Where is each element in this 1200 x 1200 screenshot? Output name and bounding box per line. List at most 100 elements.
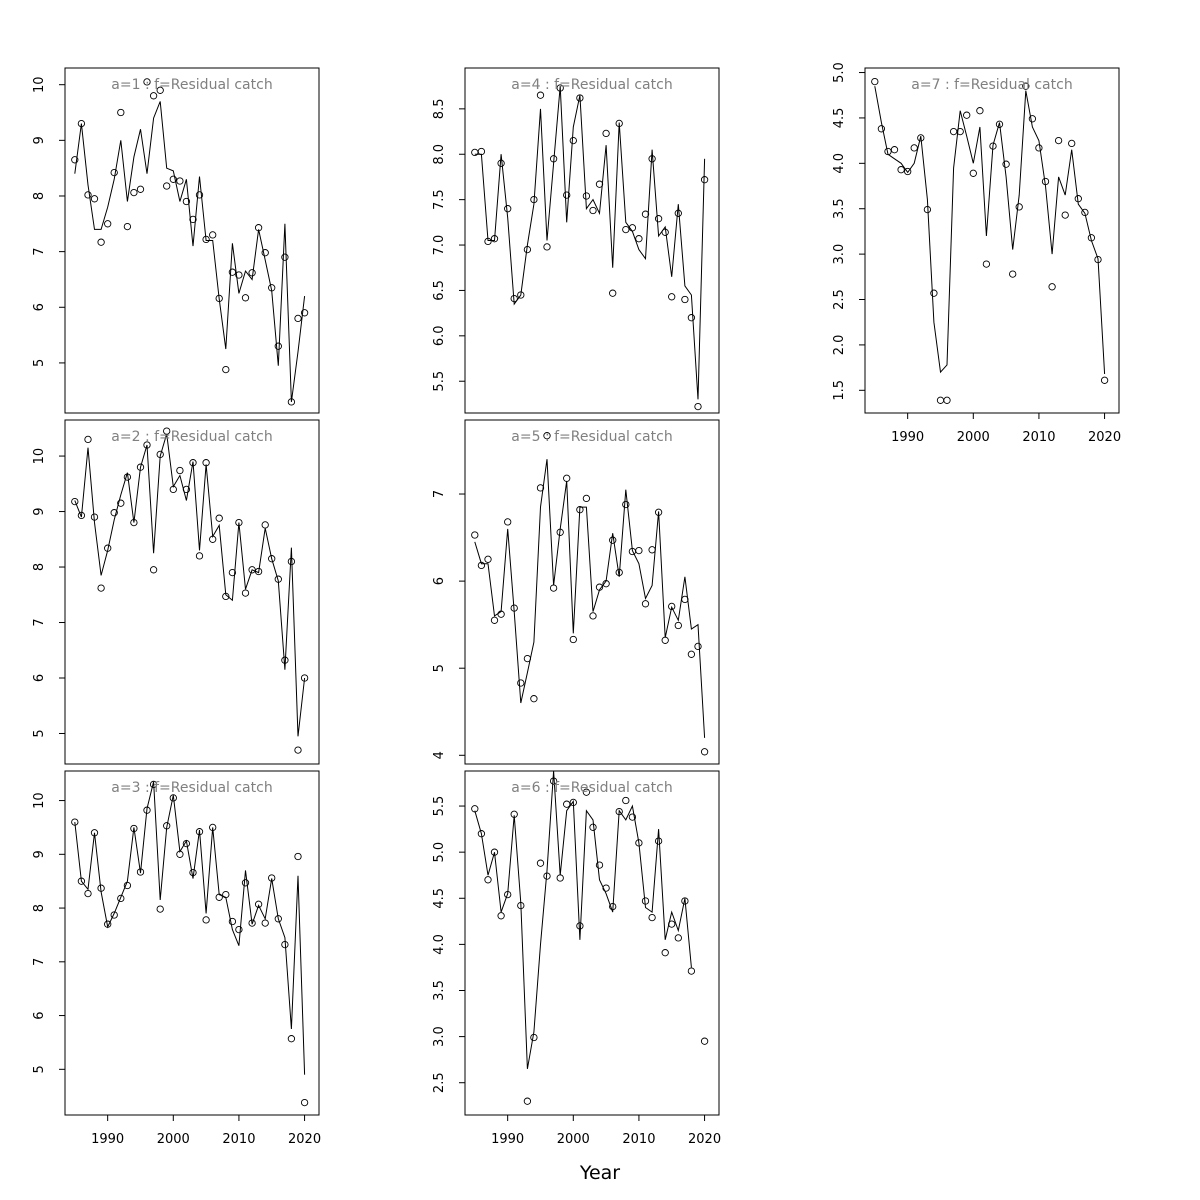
y-tick-label: 3.5 bbox=[832, 198, 847, 219]
observed-point bbox=[687, 967, 696, 975]
y-tick-label: 5 bbox=[432, 664, 447, 672]
observed-point bbox=[674, 621, 682, 630]
y-tick-label: 7 bbox=[32, 958, 47, 966]
y-tick-label: 2.5 bbox=[832, 289, 847, 310]
observed-point bbox=[248, 919, 256, 927]
y-tick-label: 5.0 bbox=[832, 62, 847, 83]
observed-point bbox=[504, 890, 512, 899]
fitted-line bbox=[474, 86, 706, 400]
observed-point bbox=[222, 890, 230, 899]
observed-point bbox=[694, 642, 702, 651]
observed-point bbox=[595, 861, 604, 869]
observed-point bbox=[235, 518, 243, 527]
observed-point bbox=[648, 155, 656, 163]
panel-7: a=7 : f=Residual catch 1.5 2.0 2.5 3.0 3.5 4.0… bbox=[832, 62, 1121, 445]
observed-point bbox=[268, 874, 276, 882]
y-tick-label: 4.5 bbox=[832, 108, 847, 129]
observed-point bbox=[209, 823, 217, 832]
observed-point bbox=[490, 235, 499, 243]
observed-point bbox=[163, 822, 171, 830]
observed-point bbox=[1100, 376, 1109, 384]
observed-point bbox=[661, 949, 669, 957]
observed-point bbox=[1015, 203, 1023, 211]
y-tick-label: 1.5 bbox=[832, 380, 847, 401]
y-tick-label: 10 bbox=[32, 448, 47, 465]
observed-point bbox=[182, 485, 191, 494]
fitted-line bbox=[74, 433, 306, 737]
observed-point bbox=[77, 119, 86, 128]
observed-point bbox=[254, 224, 263, 232]
y-tick-label: 7.0 bbox=[432, 235, 447, 256]
panel-title: a=4 : f=Residual catch bbox=[511, 77, 672, 93]
observed-point bbox=[182, 197, 191, 206]
observed-point bbox=[910, 144, 918, 152]
observed-point bbox=[504, 518, 512, 526]
observed-point bbox=[543, 243, 551, 251]
observed-point bbox=[71, 497, 79, 506]
observed-point bbox=[668, 920, 676, 928]
observed-point bbox=[268, 284, 276, 292]
observed-point bbox=[215, 294, 223, 303]
observed-point bbox=[923, 205, 932, 214]
observed-point bbox=[687, 650, 696, 658]
plot-frame bbox=[464, 770, 720, 1116]
observed-point bbox=[90, 829, 99, 837]
observed-point bbox=[202, 235, 210, 244]
observed-point bbox=[1061, 211, 1069, 219]
x-axis-label: Year bbox=[579, 1162, 620, 1184]
observed-point bbox=[1074, 195, 1082, 203]
y-tick-label: 6 bbox=[432, 577, 447, 585]
observed-point bbox=[97, 584, 105, 592]
observed-point bbox=[130, 188, 138, 197]
observed-point bbox=[104, 544, 112, 552]
observed-point bbox=[668, 293, 676, 301]
y-tick-label: 4.0 bbox=[832, 153, 847, 174]
observed-point bbox=[497, 159, 505, 167]
observed-point bbox=[235, 271, 243, 279]
x-tick-label: 2000 bbox=[957, 430, 990, 445]
observed-point bbox=[104, 920, 112, 928]
observed-point bbox=[235, 925, 243, 934]
observed-point bbox=[641, 210, 650, 218]
observed-point bbox=[517, 291, 525, 299]
panel-title: a=7 : f=Residual catch bbox=[911, 77, 1072, 93]
y-tick-label: 7 bbox=[32, 618, 47, 626]
x-tick-label: 2000 bbox=[557, 1132, 590, 1147]
x-tick-label: 2010 bbox=[222, 1132, 255, 1147]
observed-point bbox=[648, 913, 656, 922]
observed-point bbox=[936, 396, 945, 404]
observed-point bbox=[602, 884, 610, 892]
observed-point bbox=[976, 107, 984, 115]
observed-point bbox=[615, 568, 623, 577]
observed-point bbox=[1022, 82, 1030, 90]
panel-title: a=3 : f=Residual catch bbox=[111, 780, 272, 796]
observed-point bbox=[1028, 115, 1037, 123]
y-tick-label: 4.5 bbox=[432, 888, 447, 909]
observed-point bbox=[615, 119, 623, 128]
observed-point bbox=[209, 231, 217, 239]
observed-point bbox=[536, 484, 545, 492]
observed-point bbox=[287, 398, 296, 406]
observed-point bbox=[609, 289, 617, 297]
panel-2: a=2 : f=Residual catch 5 6 7 8 9 10 bbox=[32, 419, 320, 765]
observed-point bbox=[294, 746, 302, 754]
observed-point bbox=[595, 583, 604, 591]
observed-point bbox=[117, 108, 125, 117]
observed-point bbox=[622, 225, 630, 234]
observed-point bbox=[189, 868, 197, 877]
y-tick-label: 4.0 bbox=[432, 934, 447, 955]
panel-5: a=5 : f=Residual catch 4 5 6 7 bbox=[432, 419, 720, 765]
observed-point bbox=[530, 1033, 538, 1042]
x-tick-label: 1990 bbox=[491, 1132, 524, 1147]
observed-point bbox=[989, 142, 997, 150]
observed-point bbox=[222, 592, 230, 601]
observed-point bbox=[674, 209, 682, 217]
observed-point bbox=[71, 818, 79, 826]
observed-point bbox=[143, 78, 151, 86]
observed-point bbox=[123, 222, 132, 231]
observed-point bbox=[300, 674, 309, 682]
observed-point bbox=[694, 402, 702, 411]
observed-point bbox=[523, 1097, 532, 1105]
observed-point bbox=[84, 435, 92, 444]
observed-point bbox=[930, 289, 938, 297]
